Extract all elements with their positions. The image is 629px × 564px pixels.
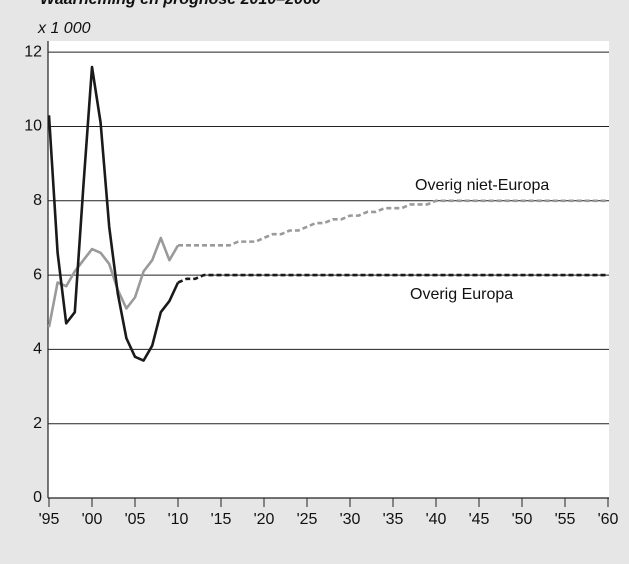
x-tick-label: '95 [39, 511, 60, 528]
series-label: Overig niet-Europa [415, 177, 549, 194]
forecast-line [177, 273, 608, 284]
series-label: Overig Europa [410, 286, 513, 303]
y-tick-label: 10 [24, 118, 42, 135]
x-tick-label: '30 [340, 511, 361, 528]
x-tick-label: '05 [125, 511, 146, 528]
x-tick-label: '60 [598, 511, 619, 528]
y-unit: x 1 000 [37, 20, 91, 37]
forecast-line [178, 199, 608, 247]
y-tick-label: 8 [33, 192, 42, 209]
x-tick-label: '20 [254, 511, 275, 528]
series-line [47, 65, 180, 362]
series-line [47, 236, 180, 328]
x-tick-label: '45 [469, 511, 490, 528]
y-tick-label: 6 [33, 266, 42, 283]
x-tick-label: '25 [297, 511, 318, 528]
x-tick-label: '55 [555, 511, 576, 528]
x-tick-label: '40 [426, 511, 447, 528]
x-tick-label: '50 [512, 511, 533, 528]
y-tick-label: 4 [33, 341, 42, 358]
chart-title: Waarneming en prognose 2010–2060 [40, 0, 321, 8]
y-tick-label: 12 [24, 43, 42, 60]
plot-area [48, 41, 609, 498]
y-tick-label: 2 [33, 415, 42, 432]
x-tick-label: '35 [383, 511, 404, 528]
x-tick-label: '00 [82, 511, 103, 528]
y-tick-label: 0 [33, 489, 42, 506]
x-tick-label: '15 [211, 511, 232, 528]
x-tick-label: '10 [168, 511, 189, 528]
